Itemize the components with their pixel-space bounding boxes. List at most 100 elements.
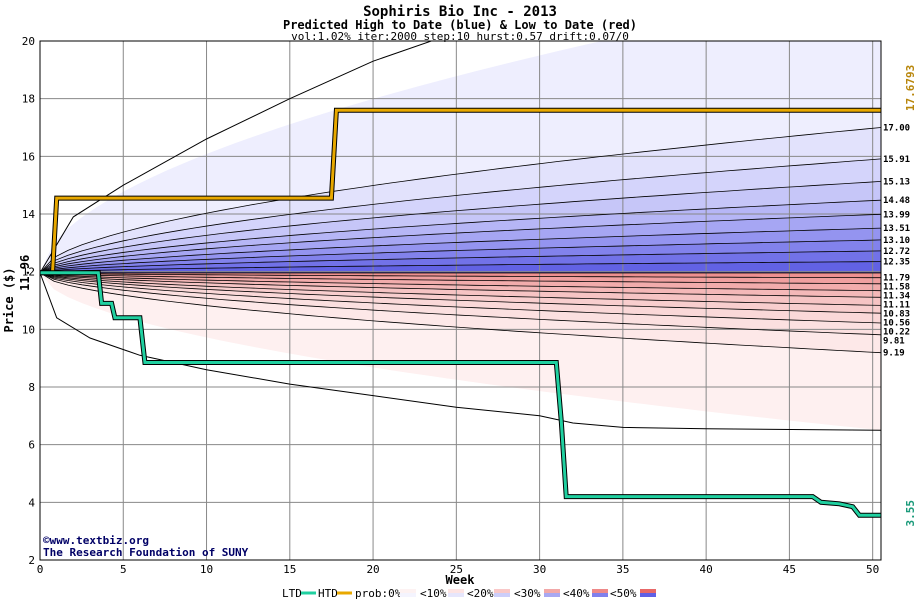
legend-swatch-5-red [640,589,656,593]
chart-params: vol:1.02% iter:2000 step:10 hurst:0.57 d… [291,30,629,43]
x-tick-30: 30 [533,563,546,576]
x-tick-0: 0 [37,563,44,576]
y-tick-16: 16 [22,150,35,163]
legend-swatch-2-red [494,589,510,593]
plot-frame [39,40,882,561]
series-lines [40,107,881,518]
low-band-1 [40,272,881,284]
x-axis-ticks: 0 5 10 15 20 25 30 35 40 45 50 [37,563,880,576]
legend: LTD HTD prob:0% <10% <20% <30% <40% <50% [282,587,656,600]
low-level-curve-6 [40,272,881,324]
credit-line-2: The Research Foundation of SUNY [43,546,249,559]
low-level-curve-7 [40,272,881,336]
low-band-6 [40,272,881,323]
y-tick-12: 12 [22,266,35,279]
x-tick-35: 35 [616,563,629,576]
low-level-label-0: 11.79 [883,274,910,284]
high-level-label-4: 13.99 [883,210,910,220]
high-band-9 [40,261,881,273]
legend-swatch-50 [640,589,656,597]
low-level-label-8: 9.19 [883,349,905,359]
legend-swatch-1-blue [448,593,464,597]
high-level-label-8: 12.35 [883,258,910,268]
y-tick-14: 14 [22,208,36,221]
x-tick-45: 45 [783,563,796,576]
y-tick-4: 4 [28,496,35,509]
high-band-7 [40,239,881,273]
high-level-label-1: 15.91 [883,155,910,165]
outer-lower-curve [40,272,881,431]
legend-band-40: <40% [563,587,590,600]
high-level-label-5: 13.51 [883,224,910,234]
legend-band-30: <30% [514,587,541,600]
high-level-label-3: 14.48 [883,196,910,206]
y-tick-18: 18 [22,93,35,106]
high-level-label-6: 13.10 [883,236,910,246]
high-band-4 [40,200,881,273]
chart-title: Sophiris Bio Inc - 2013 [363,4,557,20]
legend-swatch-4-blue [592,593,608,597]
y-tick-6: 6 [28,439,35,452]
legend-prob-label: prob:0% [355,587,402,600]
legend-swatch-4-red [592,589,608,593]
low-level-label-5: 10.56 [883,319,910,329]
series-ltd-line [40,271,881,517]
low-level-label-2: 11.34 [883,292,911,302]
low-marker-label: 3.55 [904,500,917,527]
x-tick-50: 50 [866,563,879,576]
legend-swatch-40 [592,589,608,597]
legend-swatch-0-red [400,589,416,593]
low-level-curve-2 [40,272,881,292]
legend-swatch-3-red [544,589,560,593]
high-band-6 [40,228,881,273]
low-level-curve-3 [40,272,881,298]
legend-swatch-2-blue [494,593,510,597]
probability-bands [40,41,881,431]
low-level-curve-8 [40,272,881,354]
legend-swatch-5-blue [640,593,656,597]
legend-swatch-20 [494,589,510,597]
legend-swatch-30 [544,589,560,597]
high-band-1 [40,127,881,273]
low-level-label-6: 10.22 [883,328,910,338]
low-level-curve-1 [40,272,881,285]
high-marker-label: 17.6793 [904,65,917,111]
low-level-label-3: 11.11 [883,301,910,311]
high-level-curve-0 [40,127,881,274]
low-level-curve-4 [40,272,881,306]
y-tick-2: 2 [28,554,35,567]
x-tick-15: 15 [283,563,296,576]
y-axis-label: Price ($) [2,267,16,332]
low-band-8 [40,272,881,353]
x-axis-label: Week [446,573,476,587]
low-level-label-1: 11.58 [883,283,910,293]
percentile-curves [40,41,881,431]
y-tick-10: 10 [22,323,35,336]
high-level-curve-6 [40,239,881,274]
y-axis-ticks: 2 4 6 8 10 12 14 16 18 20 [22,35,36,567]
y-tick-8: 8 [28,381,35,394]
x-tick-25: 25 [450,563,463,576]
low-level-label-4: 10.83 [883,310,910,320]
low-band-4 [40,272,881,306]
low-band-9 [40,272,881,431]
legend-band-10: <10% [420,587,447,600]
high-level-curve-7 [40,250,881,274]
low-band-2 [40,272,881,291]
high-level-label-7: 12.72 [883,247,910,257]
low-band-7 [40,272,881,335]
low-level-curve-5 [40,272,881,314]
high-band-3 [40,181,881,273]
legend-swatch-0-blue [400,593,416,597]
legend-ltd-label: LTD [282,587,302,600]
high-band-5 [40,214,881,273]
x-tick-20: 20 [366,563,379,576]
band-level-labels: 17.00 15.91 15.13 14.48 13.99 13.51 13.1012.72… [883,124,911,359]
legend-swatch-1-red [448,589,464,593]
legend-htd-label: HTD [318,587,338,600]
low-level-curve-0 [40,272,881,279]
high-level-curve-4 [40,213,881,274]
x-tick-5: 5 [120,563,127,576]
chart-subtitle: Predicted High to Date (blue) & Low to D… [283,18,637,32]
